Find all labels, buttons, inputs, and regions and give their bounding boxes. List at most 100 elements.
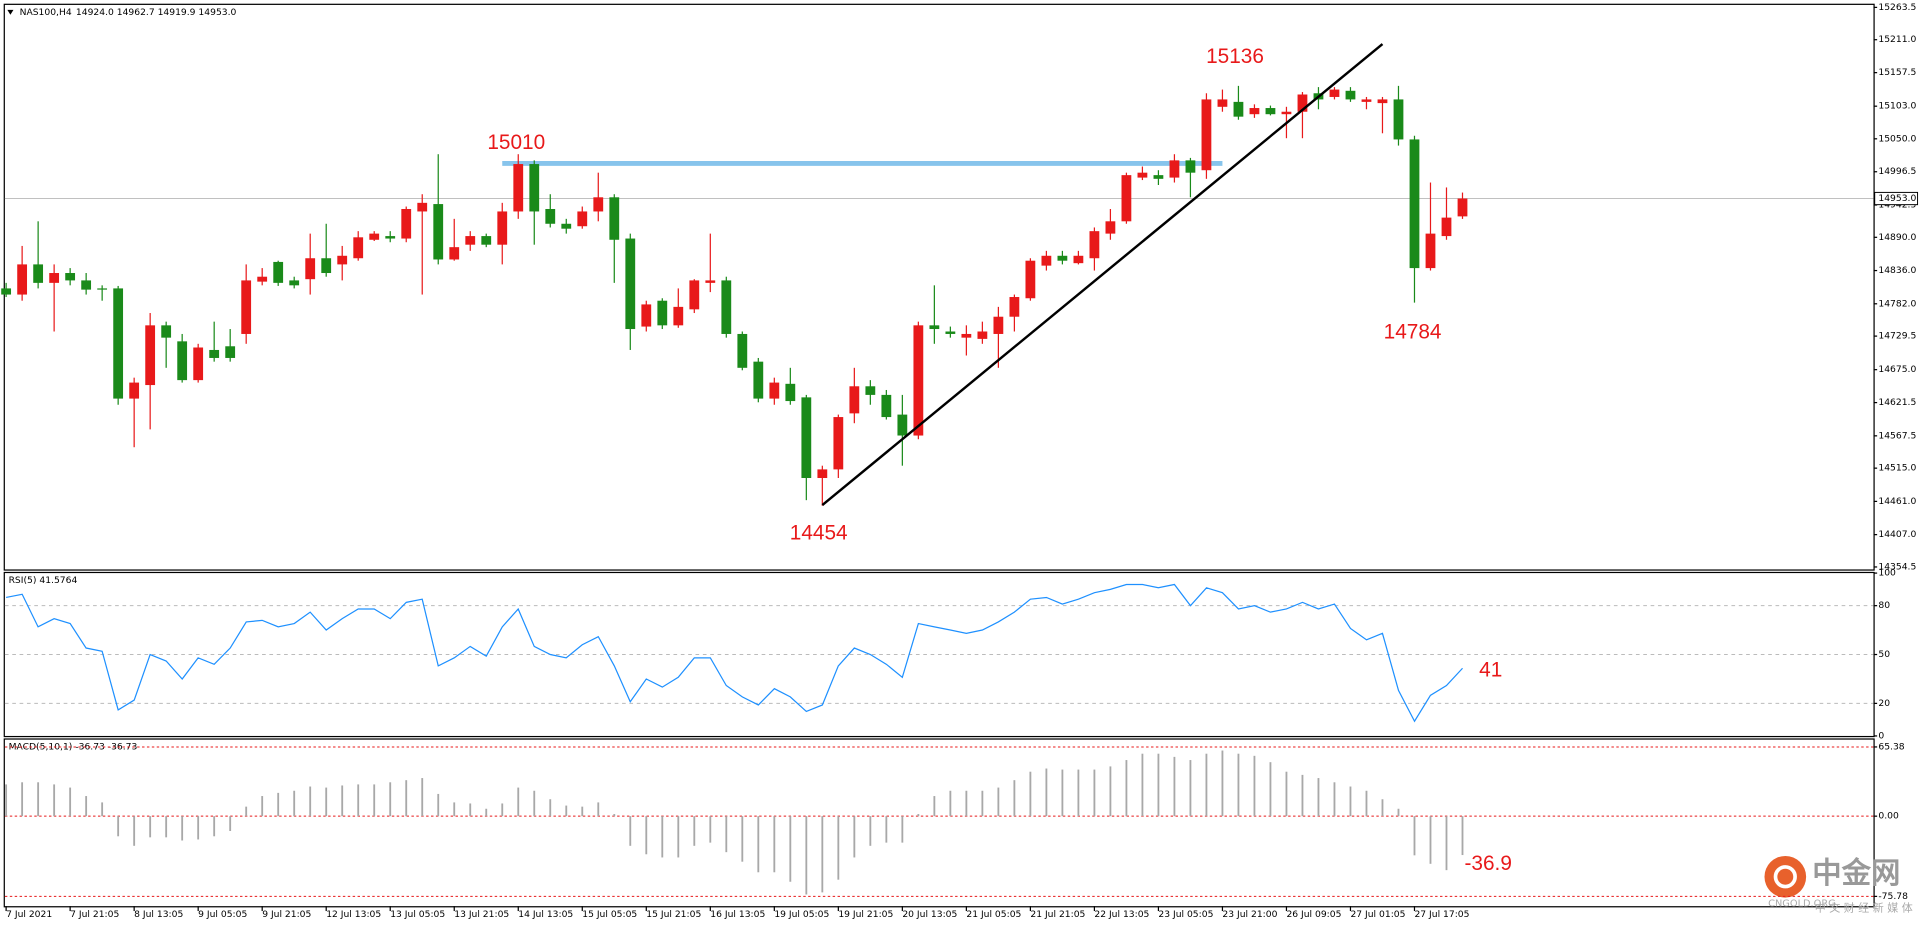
candle-body (289, 280, 300, 286)
ohlc-header: 14924.0 14962.7 14919.9 14953.0 (76, 7, 237, 18)
y-tick-label: 14461.0 (1878, 496, 1916, 507)
candle-body (113, 288, 124, 399)
x-tick-label: 26 Jul 09:05 (1286, 909, 1341, 920)
candle-body (1137, 172, 1148, 178)
logo-mark (1773, 865, 1797, 889)
candle-body (1265, 108, 1276, 115)
y-tick-label: 14567.5 (1878, 430, 1916, 441)
candle-body (65, 273, 76, 281)
candle-body (1, 288, 12, 295)
candle-body (1073, 255, 1084, 264)
candle-body (177, 341, 188, 381)
candle-body (993, 316, 1004, 334)
x-tick-label: 21 Jul 21:05 (1030, 909, 1085, 920)
candle-body (433, 204, 444, 260)
x-tick-label: 27 Jul 01:05 (1350, 909, 1405, 920)
candle-body (465, 236, 476, 245)
annotation: 14454 (790, 521, 848, 544)
candle-body (513, 164, 524, 212)
y-tick-label: 0.00 (1878, 811, 1899, 822)
candle-body (833, 417, 844, 470)
candle-body (417, 202, 428, 212)
rsi-line (6, 583, 1463, 723)
y-tick-label: 15103.0 (1878, 101, 1916, 112)
candle-body (1089, 231, 1100, 259)
y-tick-label: 14621.5 (1878, 397, 1916, 408)
logo-site: CNGOLD.ORG (1768, 899, 1836, 910)
candle-body (625, 238, 636, 330)
x-tick-label: 14 Jul 13:05 (518, 909, 573, 920)
candle-body (913, 325, 924, 436)
y-tick-label: 20 (1878, 698, 1890, 709)
candle-body (641, 304, 652, 327)
logo-circle (1764, 855, 1807, 898)
candle-body (81, 280, 92, 290)
y-tick-label: 14782.0 (1878, 298, 1916, 309)
candle-body (193, 347, 204, 381)
rsi-title: RSI(5) 41.5764 (9, 575, 78, 586)
x-tick-label: 13 Jul 21:05 (454, 909, 509, 920)
y-tick-label: 14729.5 (1878, 331, 1916, 342)
y-tick-label: 0 (1878, 730, 1884, 741)
y-tick-label: 14354.5 (1878, 561, 1916, 572)
candle-body (305, 258, 316, 280)
y-tick-label: -75.78 (1878, 891, 1908, 902)
x-tick-label: 8 Jul 13:05 (134, 909, 183, 920)
candle-body (129, 382, 140, 399)
candle-body (97, 288, 108, 290)
candle-body (545, 208, 556, 224)
candle-body (673, 306, 684, 326)
candle-body (753, 361, 764, 399)
candle-body (705, 280, 716, 283)
candle-body (497, 211, 508, 245)
candle-body (257, 276, 268, 282)
y-tick-label: 100 (1878, 568, 1896, 579)
symbol-arrow (7, 9, 14, 15)
main-panel (3, 3, 1875, 571)
trend-line (821, 43, 1384, 507)
candle-body (1393, 99, 1404, 140)
candle-body (17, 264, 28, 295)
y-tick-label: 15157.5 (1878, 67, 1916, 78)
candle-body (209, 349, 220, 358)
annotation: -36.9 (1464, 852, 1511, 875)
symbol-title: NAS100,H4 (20, 7, 72, 18)
candle-body (593, 197, 604, 212)
candle-body (1201, 99, 1212, 171)
x-tick-label: 7 Jul 2021 (6, 909, 52, 920)
candle-body (33, 264, 44, 283)
candle-body (321, 258, 332, 274)
current-price-box (1874, 191, 1919, 206)
x-tick-label: 7 Jul 21:05 (70, 909, 119, 920)
x-tick-label: 22 Jul 13:05 (1094, 909, 1149, 920)
candle-body (49, 273, 60, 283)
candle-body (1009, 297, 1020, 317)
annotation: 14784 (1384, 321, 1442, 344)
y-tick-label: 50 (1878, 649, 1890, 660)
y-tick-label: 14996.5 (1878, 166, 1916, 177)
candle-body (817, 469, 828, 479)
candle-body (1185, 160, 1196, 173)
candle-body (337, 255, 348, 265)
candle-body (897, 414, 908, 436)
candle-body (1345, 90, 1356, 100)
candle-body (577, 211, 588, 227)
candle-body (1025, 260, 1036, 299)
candle-body (1425, 233, 1436, 269)
annotation: 15136 (1206, 45, 1264, 68)
y-tick-label: 14515.0 (1878, 463, 1916, 474)
candle-body (481, 236, 492, 245)
candle-body (225, 346, 236, 358)
candle-body (1457, 198, 1468, 217)
y-tick-label: 14890.0 (1878, 232, 1916, 243)
candle-body (1441, 217, 1452, 237)
x-tick-label: 23 Jul 05:05 (1158, 909, 1213, 920)
x-tick-label: 15 Jul 05:05 (582, 909, 637, 920)
x-tick-label: 13 Jul 05:05 (390, 909, 445, 920)
candle-body (1169, 160, 1180, 178)
x-tick-label: 23 Jul 21:00 (1222, 909, 1277, 920)
candle-body (721, 280, 732, 334)
